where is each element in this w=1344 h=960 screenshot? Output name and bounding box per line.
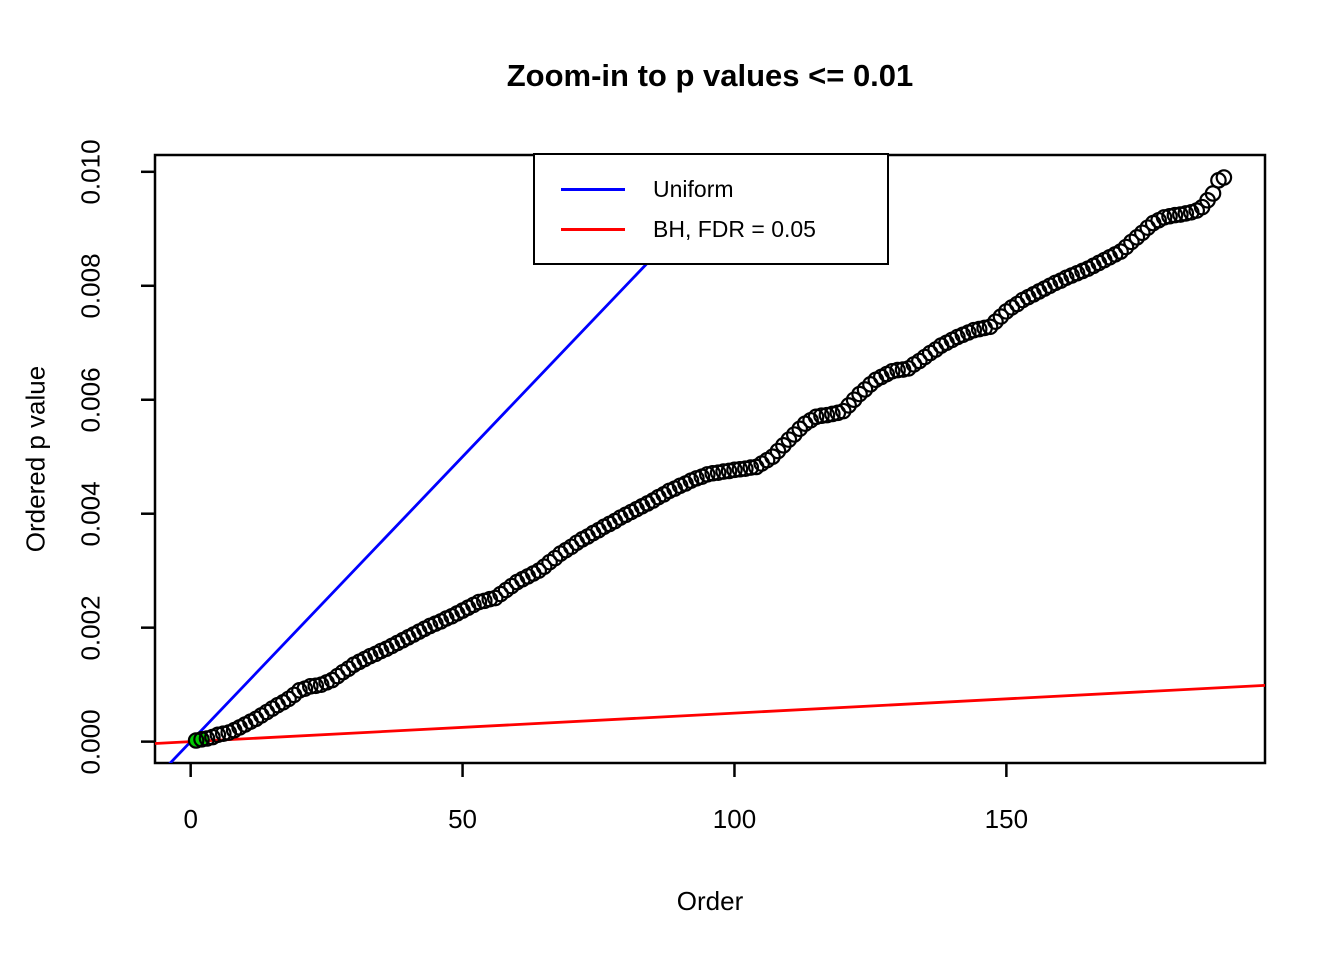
x-tick-label: 100	[712, 804, 757, 834]
uniform-line-sample	[561, 187, 625, 191]
x-tick-label: 150	[984, 804, 1029, 834]
scatter-point	[981, 318, 999, 336]
scatter-point	[764, 448, 781, 466]
legend-entry-uniform: Uniform	[535, 169, 887, 209]
scatter-point	[726, 461, 743, 479]
scatter-point	[889, 361, 906, 379]
scatter-point	[769, 442, 787, 460]
scatter-point	[785, 426, 803, 443]
scatter-point	[1112, 243, 1129, 260]
scatter-point	[845, 391, 863, 409]
scatter-point	[780, 431, 798, 448]
x-axis-title: Order	[676, 886, 744, 916]
scatter-point	[1134, 224, 1151, 242]
y-tick-label: 0.010	[75, 139, 106, 205]
bh-line-sample	[561, 227, 625, 231]
legend-label-bh: BH, FDR = 0.05	[653, 215, 816, 242]
scatter-point	[1215, 169, 1233, 186]
scatter-point	[302, 678, 319, 695]
chart-title: Zoom-in to p values <= 0.01	[506, 58, 914, 93]
scatter-point	[193, 731, 210, 748]
legend-box: Uniform BH, FDR = 0.05	[533, 153, 889, 265]
scatter-point	[1123, 233, 1140, 251]
legend-label-uniform: Uniform	[653, 175, 734, 202]
scatter-point	[1128, 229, 1146, 246]
legend-entry-bh: BH, FDR = 0.05	[535, 209, 887, 249]
scatter-point	[851, 385, 868, 403]
scatter-point	[715, 463, 732, 480]
y-tick-label: 0.002	[75, 595, 106, 661]
scatter-point	[775, 437, 792, 454]
scatter-point	[535, 558, 553, 575]
scatter-point	[791, 420, 809, 438]
bh-line	[155, 683, 1265, 745]
y-tick-label: 0.006	[75, 367, 106, 433]
scatter-point	[840, 397, 857, 414]
y-axis-title: Ordered p value	[20, 365, 51, 553]
scatter-point	[731, 460, 749, 478]
y-tick-label: 0.008	[75, 253, 106, 319]
uniform-line	[168, 155, 753, 763]
scatter-point	[1117, 238, 1135, 256]
scatter-point	[987, 313, 1004, 330]
scatter-point	[992, 308, 1010, 325]
y-tick-label: 0.004	[75, 481, 106, 547]
scatter-point	[742, 459, 760, 476]
scatter-point	[704, 464, 722, 482]
scatter-point	[856, 381, 874, 398]
x-tick-label: 0	[183, 804, 198, 834]
y-tick-label: 0.000	[75, 709, 106, 775]
scatter-point	[834, 402, 852, 420]
scatter-point	[546, 549, 564, 567]
scatter-point	[813, 407, 830, 424]
x-tick-label: 50	[448, 804, 478, 834]
scatter-point	[1166, 206, 1184, 224]
